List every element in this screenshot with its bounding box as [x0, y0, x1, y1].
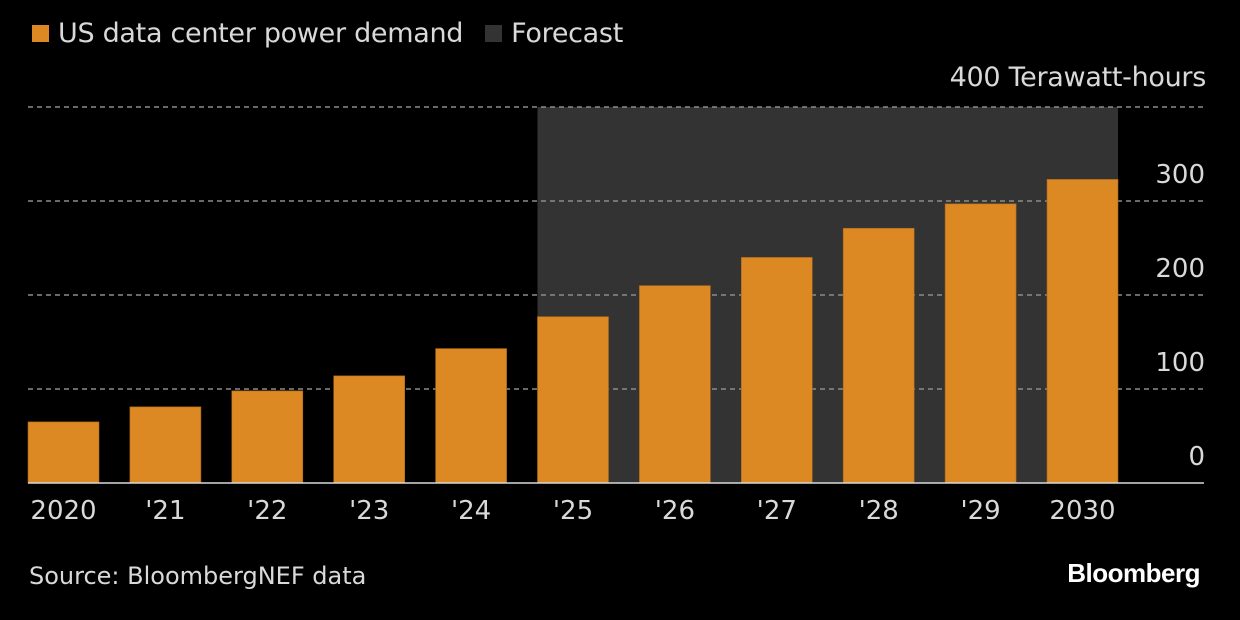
y-tick-label-300: 300 — [1155, 160, 1205, 190]
bar-23 — [333, 375, 406, 484]
legend: US data center power demand Forecast — [32, 18, 645, 49]
x-tick-label: '22 — [247, 496, 287, 526]
x-tick-label: '29 — [960, 496, 1000, 526]
bloomberg-logo: Bloomberg — [1067, 558, 1200, 588]
bar-29 — [944, 203, 1017, 484]
source-note: Source: BloombergNEF data — [29, 562, 367, 590]
x-tick-label: 2030 — [1049, 496, 1115, 526]
y-axis-unit-label: 400 Terawatt-hours — [949, 62, 1207, 93]
legend-item-demand: US data center power demand — [32, 18, 463, 49]
x-tick-label: '23 — [349, 496, 389, 526]
y-tick-label-200: 200 — [1155, 254, 1205, 284]
legend-item-forecast: Forecast — [485, 18, 623, 49]
x-tick-label: '25 — [553, 496, 593, 526]
legend-swatch-forecast — [485, 25, 503, 42]
x-tick-label: '26 — [655, 496, 695, 526]
x-tick-label: '24 — [451, 496, 491, 526]
bar-28 — [842, 227, 915, 484]
x-tick-label: '27 — [757, 496, 797, 526]
x-tick-label: 2020 — [30, 496, 96, 526]
legend-label-forecast: Forecast — [511, 18, 623, 49]
bar-24 — [435, 348, 507, 484]
bar-2030 — [1046, 179, 1119, 484]
bar-26 — [639, 285, 711, 484]
x-tick-label: '28 — [859, 496, 899, 526]
y-tick-label-100: 100 — [1155, 348, 1205, 378]
bar-25 — [537, 316, 609, 484]
y-tick-label-0: 0 — [1188, 442, 1205, 472]
bar-27 — [740, 257, 813, 484]
bar-21 — [129, 406, 202, 484]
bar-2020 — [27, 421, 100, 484]
bar-22 — [231, 390, 304, 484]
x-tick-label: '21 — [145, 496, 185, 526]
legend-swatch-demand — [32, 25, 49, 42]
legend-label-demand: US data center power demand — [58, 18, 464, 49]
